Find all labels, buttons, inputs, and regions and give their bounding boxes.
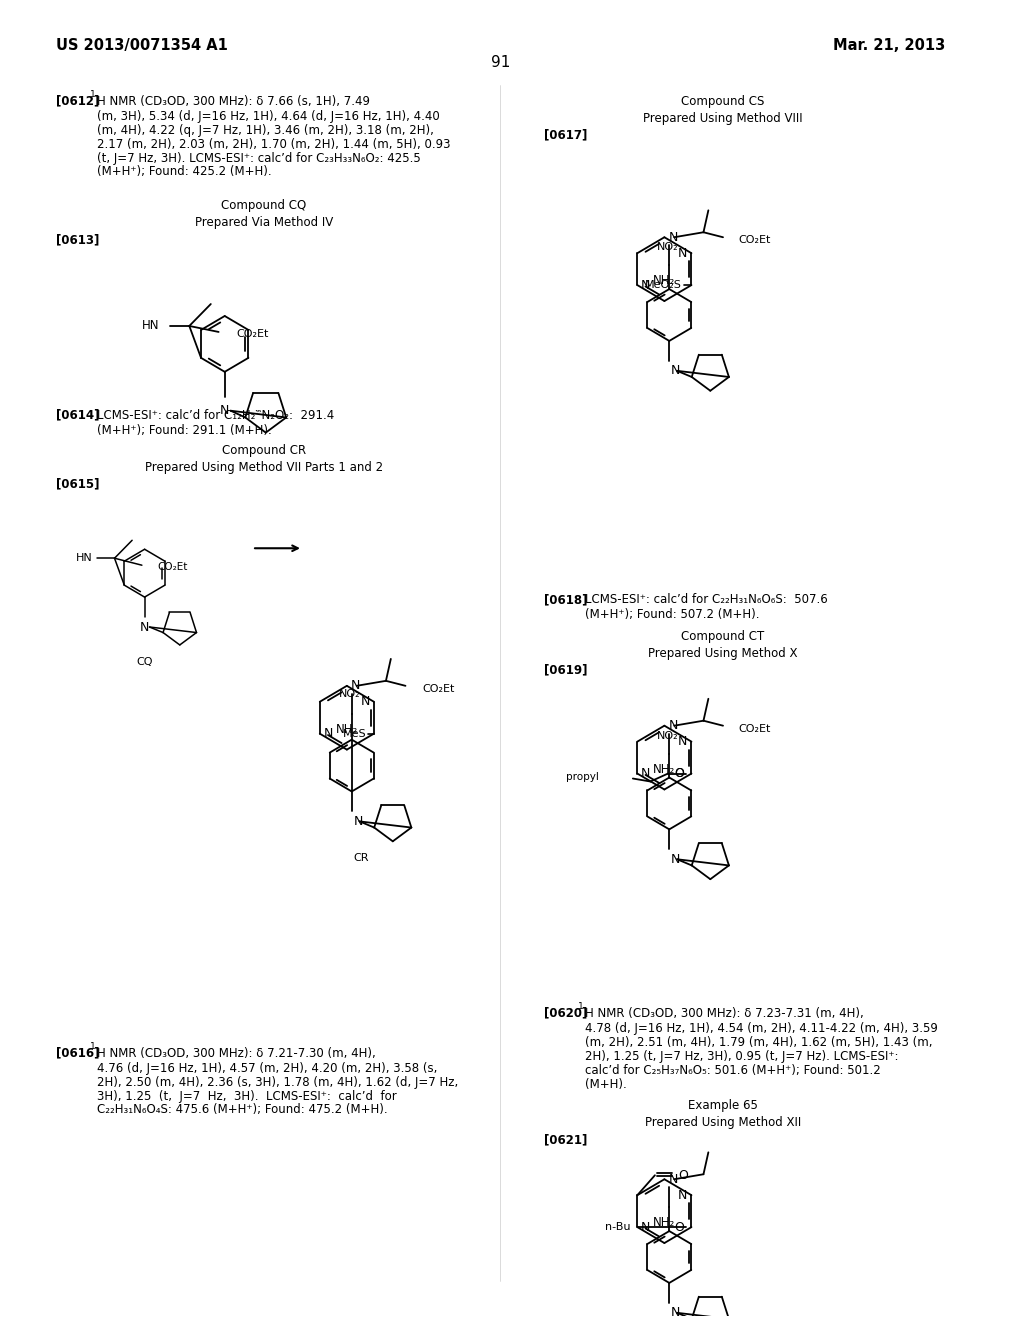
Text: N: N [678,1189,687,1201]
Text: Compound CS: Compound CS [681,95,765,108]
Text: CO₂Et: CO₂Et [738,235,771,246]
Text: CO₂Et: CO₂Et [422,684,455,694]
Text: propyl: propyl [566,771,599,781]
Text: NH₂: NH₂ [336,722,358,735]
Text: (m, 2H), 2.51 (m, 4H), 1.79 (m, 4H), 1.62 (m, 5H), 1.43 (m,: (m, 2H), 2.51 (m, 4H), 1.79 (m, 4H), 1.6… [586,1036,933,1048]
Text: NH₂: NH₂ [653,275,676,286]
Text: HN: HN [76,553,93,564]
Text: [0620]: [0620] [544,1007,588,1020]
Text: Prepared Using Method X: Prepared Using Method X [648,647,798,660]
Text: (M+H⁺); Found: 291.1 (M+H).: (M+H⁺); Found: 291.1 (M+H). [96,424,271,437]
Text: Prepared Using Method VIII: Prepared Using Method VIII [643,112,803,124]
Text: H NMR (CD₃OD, 300 MHz): δ 7.21-7.30 (m, 4H),: H NMR (CD₃OD, 300 MHz): δ 7.21-7.30 (m, … [96,1047,376,1060]
Text: Prepared Using Method VII Parts 1 and 2: Prepared Using Method VII Parts 1 and 2 [144,461,383,474]
Text: 4.76 (d, J=16 Hz, 1H), 4.57 (m, 2H), 4.20 (m, 2H), 3.58 (s,: 4.76 (d, J=16 Hz, 1H), 4.57 (m, 2H), 4.2… [96,1061,437,1074]
Text: [0612]: [0612] [55,95,99,108]
Text: Mar. 21, 2013: Mar. 21, 2013 [833,38,945,53]
Text: 3H), 1.25  (t,  J=7  Hz,  3H).  LCMS-ESI⁺:  calc’d  for: 3H), 1.25 (t, J=7 Hz, 3H). LCMS-ESI⁺: ca… [96,1089,396,1102]
Text: 1: 1 [90,90,95,99]
Text: 2H), 1.25 (t, J=7 Hz, 3H), 0.95 (t, J=7 Hz). LCMS-ESI⁺:: 2H), 1.25 (t, J=7 Hz, 3H), 0.95 (t, J=7 … [586,1049,899,1063]
Text: CO₂Et: CO₂Et [237,329,268,339]
Text: N: N [351,680,360,692]
Text: NO₂: NO₂ [656,731,679,741]
Text: [0619]: [0619] [544,664,588,677]
Text: O: O [678,1168,688,1181]
Text: (M+H⁺); Found: 507.2 (M+H).: (M+H⁺); Found: 507.2 (M+H). [586,609,760,622]
Text: LCMS-ESI⁺: calc’d for C₁₂H₂‷N₂O₂:  291.4: LCMS-ESI⁺: calc’d for C₁₂H₂‷N₂O₂: 291.4 [96,409,334,421]
Text: calc’d for C₂₅H₃₇N₆O₅: 501.6 (M+H⁺); Found: 501.2: calc’d for C₂₅H₃₇N₆O₅: 501.6 (M+H⁺); Fou… [586,1064,881,1077]
Text: O: O [674,1221,684,1234]
Text: Compound CQ: Compound CQ [221,199,306,213]
Text: N: N [669,1172,678,1185]
Text: [0618]: [0618] [544,593,588,606]
Text: N: N [641,767,650,780]
Text: H NMR (CD₃OD, 300 MHz): δ 7.23-7.31 (m, 4H),: H NMR (CD₃OD, 300 MHz): δ 7.23-7.31 (m, … [586,1007,864,1020]
Text: 91: 91 [490,55,510,70]
Text: N: N [140,620,150,634]
Text: N: N [353,814,364,828]
Text: N: N [672,853,681,866]
Text: N: N [678,247,687,260]
Text: N: N [641,1221,650,1234]
Text: Prepared Using Method XII: Prepared Using Method XII [645,1117,801,1130]
Text: NH₂: NH₂ [653,763,676,776]
Text: 1: 1 [90,1041,95,1051]
Text: MeO₂S: MeO₂S [645,280,682,290]
Text: Prepared Via Method IV: Prepared Via Method IV [195,216,333,230]
Text: [0617]: [0617] [544,128,588,141]
Text: HN: HN [141,319,159,333]
Text: (m, 4H), 4.22 (q, J=7 Hz, 1H), 3.46 (m, 2H), 3.18 (m, 2H),: (m, 4H), 4.22 (q, J=7 Hz, 1H), 3.46 (m, … [96,124,433,136]
Text: [0613]: [0613] [55,234,99,247]
Text: (M+H⁺); Found: 425.2 (M+H).: (M+H⁺); Found: 425.2 (M+H). [96,165,271,178]
Text: N: N [672,1307,681,1319]
Text: [0621]: [0621] [544,1134,588,1146]
Text: LCMS-ESI⁺: calc’d for C₂₂H₃₁N₆O₆S:  507.6: LCMS-ESI⁺: calc’d for C₂₂H₃₁N₆O₆S: 507.6 [586,593,828,606]
Text: N: N [669,231,678,244]
Text: N: N [641,279,650,292]
Text: 2H), 2.50 (m, 4H), 2.36 (s, 3H), 1.78 (m, 4H), 1.62 (d, J=7 Hz,: 2H), 2.50 (m, 4H), 2.36 (s, 3H), 1.78 (m… [96,1076,458,1089]
Text: US 2013/0071354 A1: US 2013/0071354 A1 [55,38,227,53]
Text: CO₂Et: CO₂Et [738,723,771,734]
Text: CO₂Et: CO₂Et [158,562,187,572]
Text: MeS: MeS [342,729,367,739]
Text: N: N [324,727,333,741]
Text: Example 65: Example 65 [688,1100,758,1113]
Text: NH₂: NH₂ [653,1216,676,1229]
Text: Compound CT: Compound CT [681,630,765,643]
Text: 2.17 (m, 2H), 2.03 (m, 2H), 1.70 (m, 2H), 1.44 (m, 5H), 0.93: 2.17 (m, 2H), 2.03 (m, 2H), 1.70 (m, 2H)… [96,137,451,150]
Text: [0615]: [0615] [55,478,99,491]
Text: (t, J=7 Hz, 3H). LCMS-ESI⁺: calc’d for C₂₃H₃₃N₆O₂: 425.5: (t, J=7 Hz, 3H). LCMS-ESI⁺: calc’d for C… [96,152,421,165]
Text: N: N [672,364,681,378]
Text: O: O [674,767,684,780]
Text: 4.78 (d, J=16 Hz, 1H), 4.54 (m, 2H), 4.11-4.22 (m, 4H), 3.59: 4.78 (d, J=16 Hz, 1H), 4.54 (m, 2H), 4.1… [586,1022,938,1035]
Text: N: N [360,696,370,709]
Text: (M+H).: (M+H). [586,1077,627,1090]
Text: C₂₂H₃₁N₆O₄S: 475.6 (M+H⁺); Found: 475.2 (M+H).: C₂₂H₃₁N₆O₄S: 475.6 (M+H⁺); Found: 475.2 … [96,1104,387,1117]
Text: (m, 3H), 5.34 (d, J=16 Hz, 1H), 4.64 (d, J=16 Hz, 1H), 4.40: (m, 3H), 5.34 (d, J=16 Hz, 1H), 4.64 (d,… [96,110,439,123]
Text: NO₂: NO₂ [656,242,679,252]
Text: CQ: CQ [136,657,153,667]
Text: O: O [674,767,684,780]
Text: N: N [669,719,678,733]
Text: n-Bu: n-Bu [605,1222,631,1232]
Text: [0614]: [0614] [55,409,99,421]
Text: H NMR (CD₃OD, 300 MHz): δ 7.66 (s, 1H), 7.49: H NMR (CD₃OD, 300 MHz): δ 7.66 (s, 1H), … [96,95,370,108]
Text: 1: 1 [579,1002,584,1011]
Text: [0616]: [0616] [55,1047,99,1060]
Text: CR: CR [353,853,370,863]
Text: Compound CR: Compound CR [222,444,306,457]
Text: N: N [678,735,687,748]
Text: N: N [220,404,229,417]
Text: NO₂: NO₂ [339,689,360,698]
